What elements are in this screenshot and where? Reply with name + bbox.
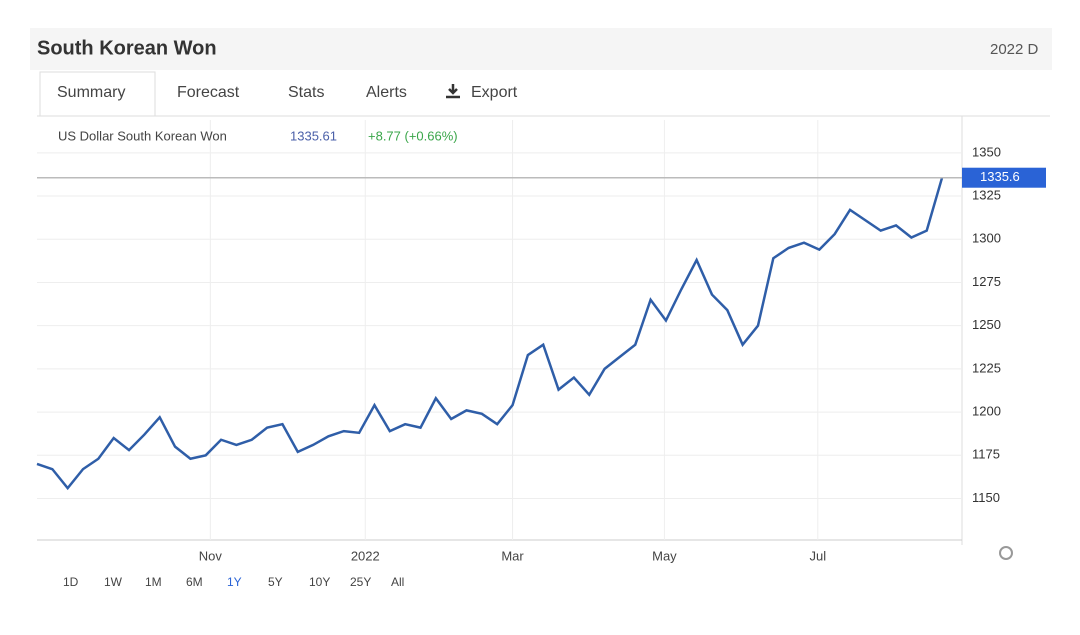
tab[interactable]: Export — [471, 84, 518, 101]
x-tick-label: Mar — [501, 548, 524, 563]
last-value-tag — [962, 167, 1046, 188]
tab[interactable]: Stats — [288, 84, 324, 101]
x-tick-label: 2022 — [351, 548, 380, 563]
y-tick-label: 1225 — [972, 360, 1001, 375]
y-tick-label: 1250 — [972, 317, 1001, 332]
y-tick-label: 1150 — [972, 490, 1000, 505]
active-tab — [39, 71, 156, 117]
range-button[interactable]: All — [391, 575, 404, 589]
price-line — [36, 177, 944, 491]
tab[interactable]: Alerts — [366, 84, 407, 101]
range-button[interactable]: 1Y — [227, 575, 242, 589]
y-tick-label: 1325 — [972, 187, 1001, 202]
settings-icon[interactable] — [999, 546, 1013, 560]
range-button[interactable]: 6M — [186, 575, 203, 589]
legend-name: US Dollar South Korean Won — [58, 128, 227, 143]
legend-change: +8.77 (+0.66%) — [368, 128, 458, 143]
range-button[interactable]: 1M — [145, 575, 162, 589]
y-tick-label: 1175 — [972, 447, 1000, 462]
range-button[interactable]: 1W — [104, 575, 123, 589]
y-tick-label: 1350 — [972, 144, 1001, 159]
page-title: South Korean Won — [37, 37, 217, 59]
tab[interactable]: Summary — [57, 84, 125, 101]
y-tick-label: 1275 — [972, 274, 1001, 289]
header-right: 2022 D — [990, 41, 1039, 58]
x-tick-label: May — [652, 548, 677, 563]
legend-value: 1335.61 — [290, 128, 337, 143]
range-button[interactable]: 25Y — [350, 575, 371, 589]
last-value-label: 1335.6 — [980, 169, 1020, 184]
tab[interactable]: Forecast — [177, 84, 240, 101]
x-tick-label: Nov — [199, 548, 223, 563]
y-tick-label: 1200 — [972, 404, 1001, 419]
y-tick-label: 1300 — [972, 231, 1001, 246]
range-button[interactable]: 1D — [63, 575, 79, 589]
range-button[interactable]: 5Y — [268, 575, 283, 589]
export-icon — [446, 84, 460, 99]
header-bar — [30, 28, 1052, 70]
x-tick-label: Jul — [809, 548, 826, 563]
range-button[interactable]: 10Y — [309, 575, 330, 589]
